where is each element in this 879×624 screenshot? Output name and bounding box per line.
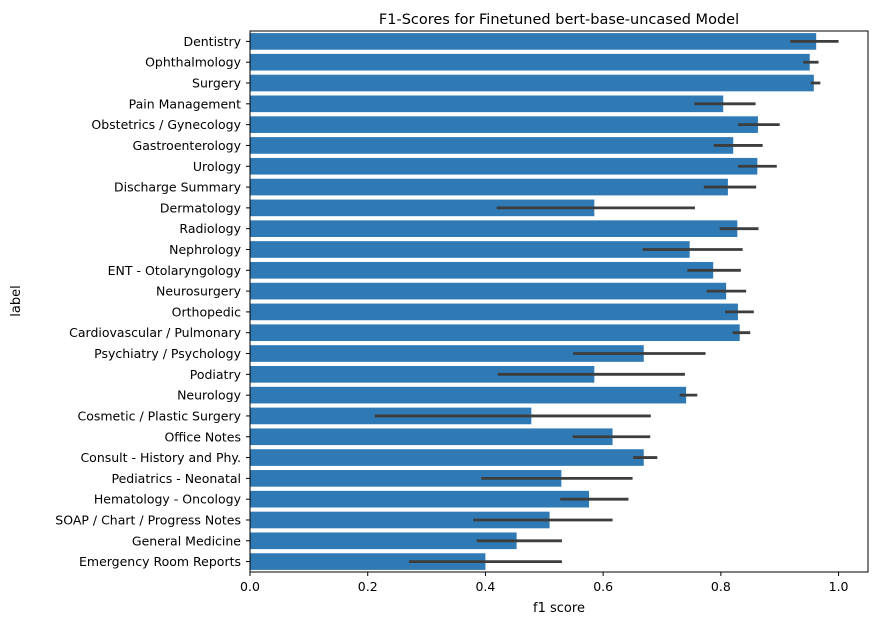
- x-tick-label: 0.0: [240, 579, 260, 594]
- bar: [250, 95, 724, 113]
- y-tick-label: Discharge Summary: [114, 180, 242, 195]
- y-tick-label: Surgery: [192, 76, 242, 91]
- y-tick-label: Consult - History and Phy.: [80, 450, 241, 465]
- y-tick-label: General Medicine: [132, 533, 241, 548]
- y-tick-label: Orthopedic: [172, 304, 241, 319]
- x-axis-ticks: 0.0 0.2 0.4 0.6 0.8 1.0: [240, 572, 849, 594]
- bar: [250, 137, 734, 154]
- bar: [250, 386, 687, 404]
- y-tick-label: Neurosurgery: [156, 284, 242, 299]
- bars-group: [250, 33, 817, 570]
- y-tick-label: Office Notes: [164, 429, 241, 444]
- bar: [250, 366, 595, 383]
- y-tick-label: Cardiovascular / Pulmonary: [69, 325, 241, 340]
- bar: [250, 33, 817, 50]
- bar: [250, 324, 740, 342]
- bar: [250, 490, 590, 508]
- x-tick-label: 0.6: [593, 579, 613, 594]
- y-tick-label: SOAP / Chart / Progress Notes: [55, 512, 241, 527]
- bar: [250, 449, 644, 466]
- y-tick-label: Radiology: [179, 221, 241, 236]
- y-tick-label: Podiatry: [190, 367, 242, 382]
- y-tick-label: Pain Management: [129, 96, 241, 111]
- bar: [250, 282, 727, 300]
- y-tick-label: Gastroenterology: [133, 138, 242, 153]
- bar: [250, 553, 486, 570]
- bar: [250, 157, 758, 175]
- x-tick-label: 0.2: [358, 579, 378, 594]
- bar: [250, 261, 714, 279]
- y-tick-label: Nephrology: [169, 242, 241, 257]
- y-tick-label: Cosmetic / Plastic Surgery: [77, 408, 241, 423]
- bar: [250, 199, 595, 217]
- bar: [250, 303, 738, 321]
- bar: [250, 178, 728, 196]
- bar: [250, 345, 644, 362]
- bar: [250, 470, 562, 487]
- y-tick-label: Obstetrics / Gynecology: [91, 117, 241, 132]
- y-tick-label: Urology: [193, 159, 242, 174]
- bar: [250, 116, 758, 133]
- plot-frame: [249, 30, 869, 573]
- y-tick-label: Ophthalmology: [145, 55, 242, 70]
- bar: [250, 428, 613, 446]
- y-tick-label: Neurology: [177, 388, 242, 403]
- y-axis-ticks: Dentistry Ophthalmology Surgery Pain Manage…: [55, 34, 250, 569]
- bar: [250, 74, 814, 92]
- chart-title: F1-Scores for Finetuned bert-base-uncase…: [379, 12, 739, 28]
- y-tick-label: Dermatology: [160, 200, 242, 215]
- y-tick-label: Hematology - Oncology: [94, 492, 242, 507]
- x-tick-label: 0.4: [475, 579, 495, 594]
- bar: [250, 53, 810, 71]
- bar: [250, 241, 690, 258]
- y-tick-label: Psychiatry / Psychology: [94, 346, 241, 361]
- y-tick-label: Dentistry: [183, 34, 241, 49]
- y-tick-label: Pediatrics - Neonatal: [111, 471, 241, 486]
- x-axis-label: f1 score: [533, 601, 585, 616]
- y-axis-label: label: [9, 285, 24, 316]
- y-tick-label: ENT - Otolaryngology: [108, 263, 242, 278]
- y-tick-label: Emergency Room Reports: [79, 554, 241, 569]
- error-bars-group: [374, 40, 839, 563]
- bar: [250, 220, 738, 237]
- bar: [250, 532, 517, 550]
- x-tick-label: 1.0: [829, 579, 849, 594]
- bar: [250, 511, 550, 529]
- x-tick-label: 0.8: [711, 579, 731, 594]
